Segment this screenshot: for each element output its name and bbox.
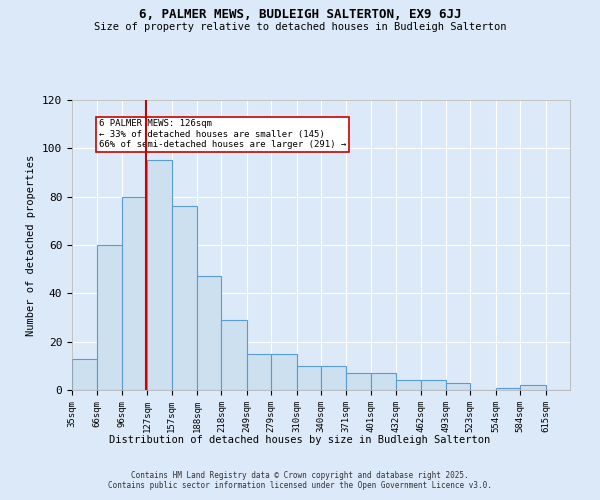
Text: Contains HM Land Registry data © Crown copyright and database right 2025.
Contai: Contains HM Land Registry data © Crown c… [108,470,492,490]
Text: Distribution of detached houses by size in Budleigh Salterton: Distribution of detached houses by size … [109,435,491,445]
Bar [396,380,421,390]
Bar [446,383,470,390]
Bar [72,358,97,390]
Bar [520,385,545,390]
Bar [346,373,371,390]
Bar [247,354,271,390]
Bar [147,160,172,390]
Bar [97,245,122,390]
Bar [271,354,296,390]
Y-axis label: Number of detached properties: Number of detached properties [26,154,37,336]
Bar [321,366,346,390]
Bar [172,206,197,390]
Bar [371,373,396,390]
Bar [421,380,446,390]
Text: 6, PALMER MEWS, BUDLEIGH SALTERTON, EX9 6JJ: 6, PALMER MEWS, BUDLEIGH SALTERTON, EX9 … [139,8,461,20]
Bar [122,196,147,390]
Text: 6 PALMER MEWS: 126sqm
← 33% of detached houses are smaller (145)
66% of semi-det: 6 PALMER MEWS: 126sqm ← 33% of detached … [99,120,346,149]
Bar [496,388,520,390]
Bar [296,366,321,390]
Bar [221,320,247,390]
Bar [197,276,221,390]
Text: Size of property relative to detached houses in Budleigh Salterton: Size of property relative to detached ho… [94,22,506,32]
